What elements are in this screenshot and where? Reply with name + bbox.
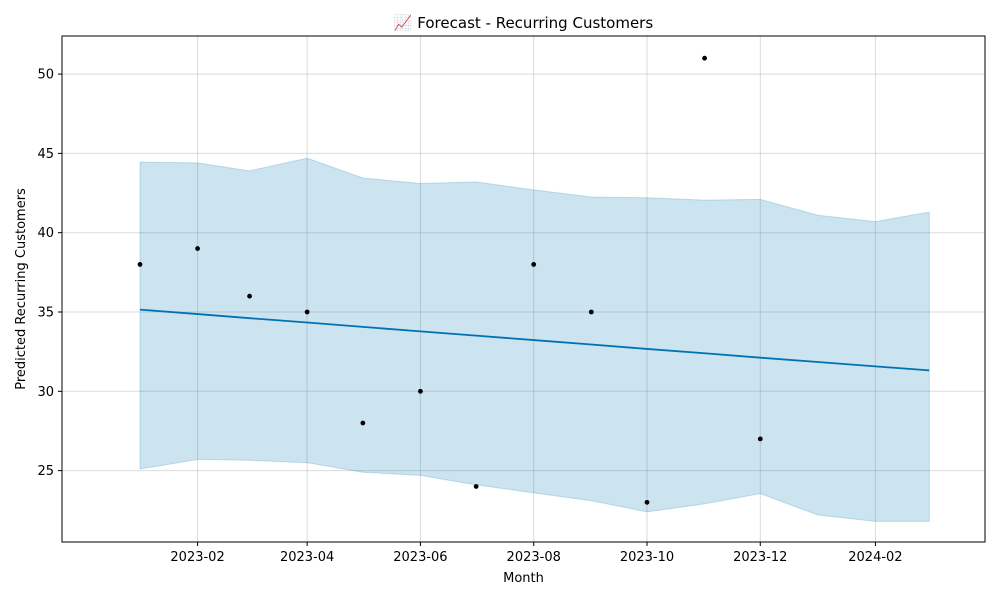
actual-data-point bbox=[137, 262, 143, 267]
forecast-line bbox=[139, 308, 930, 372]
actual-data-point bbox=[588, 309, 594, 315]
actual-points-layer bbox=[137, 55, 763, 505]
y-tick-label: 35 bbox=[37, 306, 54, 321]
actual-data-point bbox=[418, 388, 423, 394]
actual-data-point bbox=[247, 293, 252, 299]
x-tick-label: 2023-08 bbox=[507, 550, 561, 565]
plot-area-frame bbox=[61, 35, 986, 543]
y-tick-label: 25 bbox=[37, 464, 54, 479]
x-tick-label: 2023-02 bbox=[170, 550, 224, 565]
actual-data-point bbox=[531, 262, 537, 267]
chart-title: 📈 Forecast - Recurring Customers bbox=[394, 14, 653, 32]
y-tick-label: 30 bbox=[37, 385, 54, 400]
actual-data-point bbox=[304, 309, 310, 315]
y-axis: 25 30 35 40 45 50 bbox=[37, 68, 62, 479]
x-tick-label: 2023-06 bbox=[393, 550, 447, 565]
forecast-line-layer bbox=[139, 308, 930, 372]
actual-data-point bbox=[644, 499, 650, 505]
y-tick-label: 50 bbox=[37, 68, 54, 83]
actual-data-point bbox=[757, 436, 763, 442]
actual-data-point bbox=[360, 420, 366, 426]
x-tick-label: 2023-12 bbox=[733, 550, 787, 565]
x-tick-label: 2024-02 bbox=[848, 550, 902, 565]
actual-data-point bbox=[195, 246, 200, 251]
y-axis-label: Predicted Recurring Customers bbox=[14, 188, 29, 390]
grid bbox=[62, 36, 985, 542]
y-tick-label: 40 bbox=[37, 226, 54, 241]
x-axis: 2023-02 2023-04 2023-06 2023-08 2023-10 2023-… bbox=[170, 542, 903, 565]
x-tick-label: 2023-10 bbox=[620, 550, 674, 565]
y-tick-label: 45 bbox=[37, 147, 54, 162]
x-tick-label: 2023-04 bbox=[280, 550, 334, 565]
actual-data-point bbox=[702, 55, 707, 61]
x-axis-label: Month bbox=[503, 571, 544, 586]
actual-data-point bbox=[473, 484, 479, 489]
